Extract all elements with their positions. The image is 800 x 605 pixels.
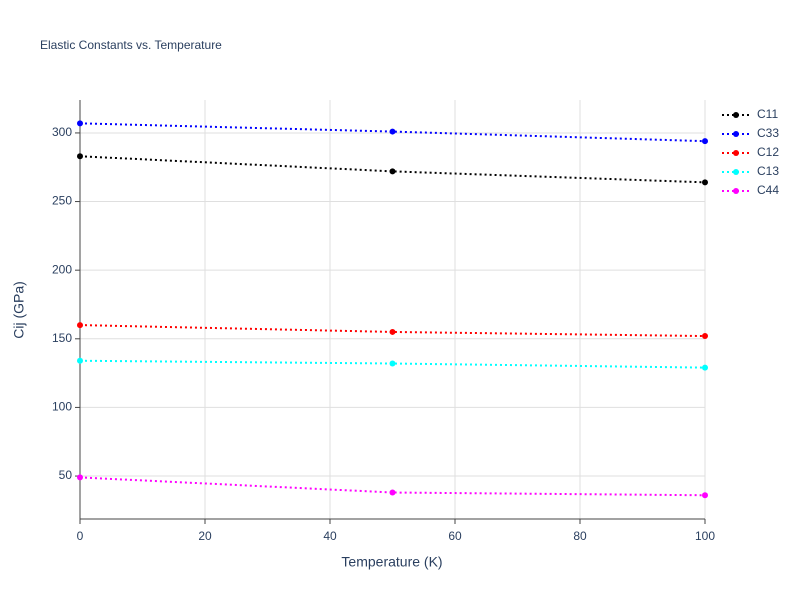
series-line (79, 324, 706, 338)
point (389, 128, 396, 135)
x-tick-label: 60 (448, 529, 462, 543)
series-line (79, 476, 706, 497)
point (77, 474, 83, 481)
point (702, 492, 708, 499)
series-line (79, 122, 706, 143)
x-tick-label: 100 (695, 529, 715, 543)
point (77, 322, 83, 329)
chart-title: Elastic Constants vs. Temperature (40, 38, 222, 52)
point (77, 357, 83, 364)
legend-marker (733, 150, 739, 156)
series-line (79, 155, 706, 184)
y-axis-title: Cij (GPa) (11, 281, 27, 339)
legend-label: C44 (757, 183, 779, 197)
legend-label: C13 (757, 164, 779, 178)
point (702, 138, 708, 145)
y-tick-label: 150 (52, 331, 72, 345)
y-tick-label: 100 (52, 400, 72, 414)
y-tick-label: 250 (52, 194, 72, 208)
legend-label: C11 (757, 107, 778, 121)
legend-label: C33 (757, 126, 779, 140)
y-tick-label: 200 (52, 262, 72, 276)
point (389, 168, 396, 175)
point (702, 364, 708, 371)
legend-marker (733, 131, 739, 137)
series-line (79, 359, 706, 369)
x-tick-label: 0 (77, 529, 84, 543)
point (77, 153, 83, 160)
point (702, 179, 708, 186)
x-tick-label: 20 (198, 529, 212, 543)
legend-marker (733, 169, 739, 175)
point (77, 120, 83, 127)
point (389, 360, 396, 367)
legend-label: C12 (757, 145, 779, 159)
x-tick-label: 40 (323, 529, 337, 543)
legend-marker (733, 112, 739, 118)
y-tick-label: 50 (59, 468, 73, 482)
y-tick-label: 300 (52, 125, 72, 139)
point (389, 328, 396, 335)
x-axis-title: Temperature (K) (341, 554, 442, 570)
x-tick-label: 80 (573, 529, 587, 543)
point (702, 333, 708, 340)
legend-marker (733, 188, 739, 194)
point (389, 489, 396, 496)
